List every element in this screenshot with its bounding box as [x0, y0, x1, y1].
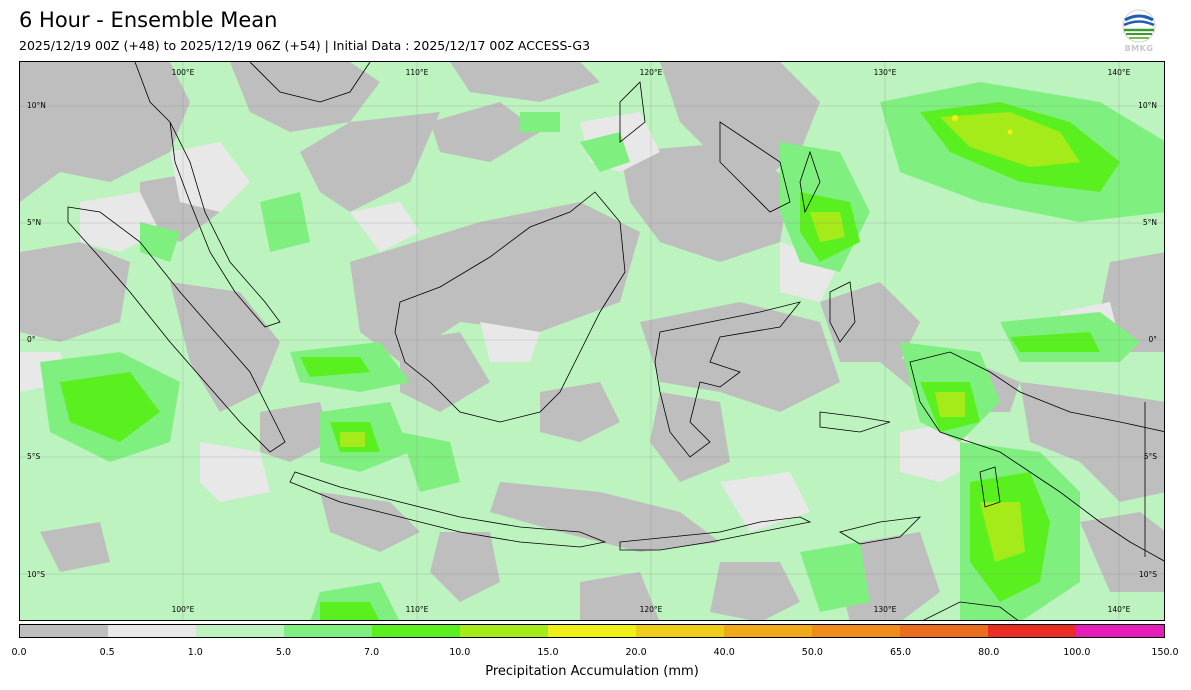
- colorbar-segment: [196, 625, 284, 637]
- colorbar-segment: [108, 625, 196, 637]
- colorbar-tick-label: 150.0: [1151, 647, 1179, 658]
- coast-timor: [838, 516, 922, 545]
- colorbar-segment: [900, 625, 988, 637]
- colorbar-tick-label: 0.0: [11, 647, 27, 658]
- precip-peak-areas: [340, 112, 1080, 562]
- colorbar-tick-label: 50.0: [801, 647, 823, 658]
- coast-java: [289, 471, 607, 548]
- lon-label-top: 120°E: [639, 68, 663, 77]
- precipitation-map: 100°E 110°E 120°E 130°E 140°E 100°E 110°…: [19, 61, 1165, 621]
- coast-sulawesi: [654, 301, 802, 458]
- colorbar-label: Precipitation Accumulation (mm): [485, 664, 699, 679]
- colorbar-tick-label: 10.0: [449, 647, 471, 658]
- coast-sumatra: [67, 206, 286, 453]
- coast-aru: [979, 466, 1001, 508]
- colorbar-tick-label: 15.0: [537, 647, 559, 658]
- lon-label-bottom: 140°E: [1107, 605, 1131, 614]
- precipitation-colorbar: [19, 624, 1165, 638]
- lon-label-bottom: 120°E: [639, 605, 663, 614]
- colorbar-segment: [724, 625, 812, 637]
- lat-label-right: 0°: [1148, 335, 1157, 344]
- logo-text: BMKG: [1124, 44, 1154, 53]
- colorbar-segment: [636, 625, 724, 637]
- coast-malay-peninsula: [169, 121, 281, 328]
- lat-label-right: 5°S: [1143, 452, 1157, 461]
- lat-label-left: 10°S: [27, 570, 46, 579]
- lat-label-left: 5°N: [27, 218, 42, 227]
- coast-indochina: [134, 62, 371, 123]
- precip-max-spots: [952, 115, 1013, 135]
- map-title: 6 Hour - Ensemble Mean: [19, 8, 278, 32]
- lon-label-top: 100°E: [171, 68, 195, 77]
- coast-new-guinea: [909, 351, 1164, 562]
- coastlines: [67, 62, 1164, 620]
- colorbar-tick-label: 65.0: [889, 647, 912, 658]
- colorbar-tick-label: 0.5: [99, 647, 115, 658]
- colorbar-segment: [20, 625, 108, 637]
- bmkg-logo: [1122, 9, 1156, 43]
- coast-philippines: [619, 81, 821, 214]
- colorbar-segment: [988, 625, 1076, 637]
- coast-maluku: [819, 281, 891, 433]
- lat-label-left: 10°N: [27, 101, 46, 110]
- graticule: [20, 62, 1164, 620]
- lat-label-left: 5°S: [27, 452, 41, 461]
- colorbar-segment: [372, 625, 460, 637]
- coast-borneo: [394, 191, 626, 423]
- colorbar-segment: [1076, 625, 1164, 637]
- lat-label-right: 10°S: [1138, 570, 1157, 579]
- precip-dry-areas: [20, 62, 1164, 620]
- coast-lesser-sunda: [619, 516, 812, 551]
- colorbar-tick-label: 80.0: [978, 647, 1000, 658]
- lat-label-right: 5°N: [1142, 218, 1157, 227]
- lon-label-bottom: 130°E: [873, 605, 897, 614]
- lat-label-left: 0°: [27, 335, 36, 344]
- colorbar-tick-label: 5.0: [275, 647, 292, 658]
- lat-label-right: 10°N: [1138, 101, 1157, 110]
- colorbar-tick-label: 100.0: [1063, 647, 1091, 658]
- colorbar-segment: [548, 625, 636, 637]
- lon-label-top: 130°E: [873, 68, 897, 77]
- lon-label-bottom: 100°E: [171, 605, 195, 614]
- colorbar-segment: [284, 625, 372, 637]
- map-canvas: [20, 62, 1164, 620]
- colorbar-segment: [460, 625, 548, 637]
- colorbar-tick-label: 20.0: [625, 647, 647, 658]
- colorbar-segment: [812, 625, 900, 637]
- colorbar-tick-label: 40.0: [713, 647, 735, 658]
- coast-australia: [923, 601, 1019, 620]
- colorbar-tick-label: 7.0: [364, 647, 380, 658]
- colorbar-tick-label: 1.0: [187, 647, 203, 658]
- lon-label-top: 110°E: [405, 68, 429, 77]
- map-subtitle: 2025/12/19 00Z (+48) to 2025/12/19 06Z (…: [19, 38, 591, 53]
- lon-label-bottom: 110°E: [405, 605, 429, 614]
- lon-label-top: 140°E: [1107, 68, 1131, 77]
